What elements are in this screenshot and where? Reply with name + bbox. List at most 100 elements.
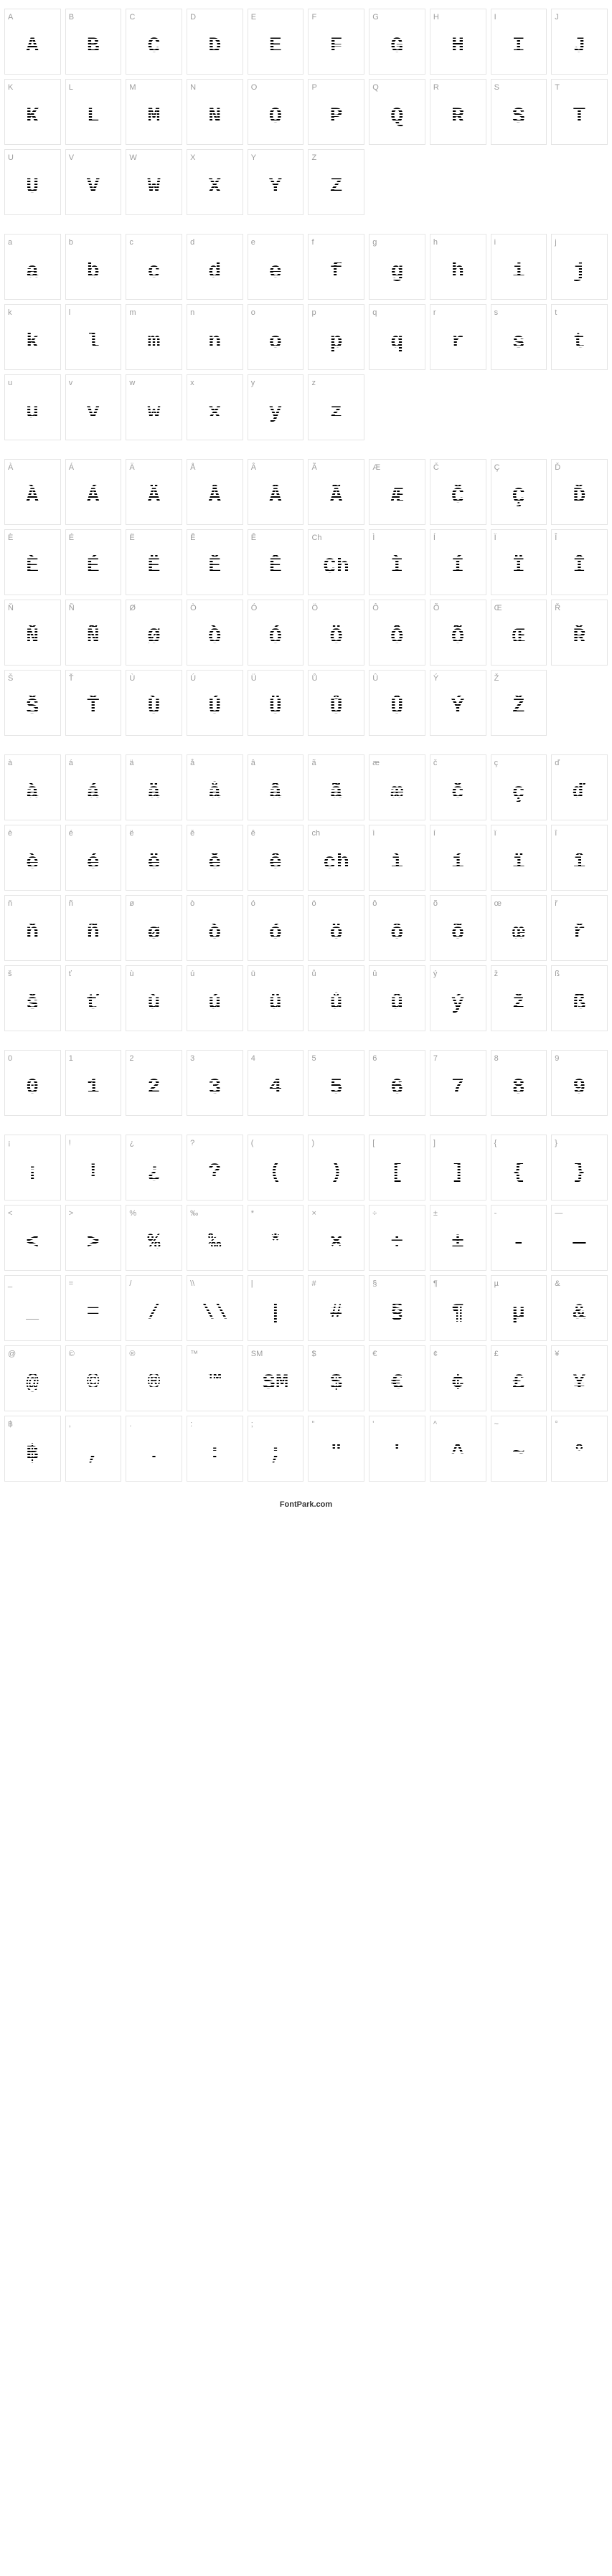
glyph-cell[interactable]: VV [65, 149, 122, 215]
glyph-cell[interactable]: 22 [126, 1050, 182, 1116]
glyph-cell[interactable]: CC [126, 9, 182, 75]
glyph-cell[interactable]: && [551, 1275, 608, 1341]
glyph-cell[interactable]: MM [126, 79, 182, 145]
glyph-cell[interactable]: 44 [248, 1050, 304, 1116]
glyph-cell[interactable]: žž [491, 965, 547, 1031]
glyph-cell[interactable]: vv [65, 374, 122, 440]
glyph-cell[interactable]: chch [308, 825, 364, 891]
glyph-cell[interactable]: QQ [369, 79, 425, 145]
glyph-cell[interactable]: FF [308, 9, 364, 75]
glyph-cell[interactable]: ¥¥ [551, 1345, 608, 1411]
glyph-cell[interactable]: uu [4, 374, 61, 440]
glyph-cell[interactable]: zz [308, 374, 364, 440]
glyph-cell[interactable]: ùù [126, 965, 182, 1031]
glyph-cell[interactable]: 00 [4, 1050, 61, 1116]
glyph-cell[interactable]: ‰‰ [187, 1205, 243, 1271]
glyph-cell[interactable]: ëë [126, 825, 182, 891]
glyph-cell[interactable]: @@ [4, 1345, 61, 1411]
glyph-cell[interactable]: %% [126, 1205, 182, 1271]
glyph-cell[interactable]: // [126, 1275, 182, 1341]
glyph-cell[interactable]: ÊÊ [248, 529, 304, 595]
glyph-cell[interactable]: PP [308, 79, 364, 145]
glyph-cell[interactable]: JJ [551, 9, 608, 75]
glyph-cell[interactable]: ĚĚ [187, 529, 243, 595]
glyph-cell[interactable]: $$ [308, 1345, 364, 1411]
glyph-cell[interactable]: ,, [65, 1416, 122, 1482]
glyph-cell[interactable]: ÃÃ [308, 459, 364, 525]
glyph-cell[interactable]: ?? [187, 1135, 243, 1201]
glyph-cell[interactable]: bb [65, 234, 122, 300]
glyph-cell[interactable]: YY [248, 149, 304, 215]
glyph-cell[interactable]: ŘŘ [551, 600, 608, 666]
glyph-cell[interactable]: ÓÓ [248, 600, 304, 666]
glyph-cell[interactable]: XX [187, 149, 243, 215]
glyph-cell[interactable]: ŽŽ [491, 670, 547, 736]
glyph-cell[interactable]: EE [248, 9, 304, 75]
glyph-cell[interactable]: ßß [551, 965, 608, 1031]
glyph-cell[interactable]: hh [430, 234, 486, 300]
glyph-cell[interactable]: íí [430, 825, 486, 891]
glyph-cell[interactable]: ôô [369, 895, 425, 961]
glyph-cell[interactable]: àà [4, 754, 61, 820]
glyph-cell[interactable]: µµ [491, 1275, 547, 1341]
glyph-cell[interactable]: ŮŮ [308, 670, 364, 736]
glyph-cell[interactable]: ~~ [491, 1416, 547, 1482]
glyph-cell[interactable]: ££ [491, 1345, 547, 1411]
glyph-cell[interactable]: ee [248, 234, 304, 300]
glyph-cell[interactable]: šš [4, 965, 61, 1031]
glyph-cell[interactable]: řř [551, 895, 608, 961]
glyph-cell[interactable]: ÔÔ [369, 600, 425, 666]
glyph-cell[interactable]: tt [551, 304, 608, 370]
glyph-cell[interactable]: nn [187, 304, 243, 370]
glyph-cell[interactable]: __ [4, 1275, 61, 1341]
glyph-cell[interactable]: ll [65, 304, 122, 370]
glyph-cell[interactable]: 66 [369, 1050, 425, 1116]
glyph-cell[interactable]: ÛÛ [369, 670, 425, 736]
glyph-cell[interactable]: ŤŤ [65, 670, 122, 736]
glyph-cell[interactable]: ¶¶ [430, 1275, 486, 1341]
glyph-cell[interactable]: || [248, 1275, 304, 1341]
glyph-cell[interactable]: NN [187, 79, 243, 145]
glyph-cell[interactable]: 77 [430, 1050, 486, 1116]
glyph-cell[interactable]: °° [551, 1416, 608, 1482]
glyph-cell[interactable]: ÝÝ [430, 670, 486, 736]
glyph-cell[interactable]: OO [248, 79, 304, 145]
glyph-cell[interactable]: xx [187, 374, 243, 440]
glyph-cell[interactable]: 88 [491, 1050, 547, 1116]
glyph-cell[interactable]: SS [491, 79, 547, 145]
glyph-cell[interactable]: RR [430, 79, 486, 145]
glyph-cell[interactable]: ěě [187, 825, 243, 891]
glyph-cell[interactable]: ãã [308, 754, 364, 820]
glyph-cell[interactable]: ff [308, 234, 364, 300]
glyph-cell[interactable]: èè [4, 825, 61, 891]
glyph-cell[interactable]: WW [126, 149, 182, 215]
glyph-cell[interactable]: êê [248, 825, 304, 891]
glyph-cell[interactable]: HH [430, 9, 486, 75]
glyph-cell[interactable]: kk [4, 304, 61, 370]
glyph-cell[interactable]: ÅÅ [187, 459, 243, 525]
glyph-cell[interactable]: cc [126, 234, 182, 300]
glyph-cell[interactable]: ÍÍ [430, 529, 486, 595]
glyph-cell[interactable]: SMSM [248, 1345, 304, 1411]
glyph-cell[interactable]: §§ [369, 1275, 425, 1341]
glyph-cell[interactable]: ww [126, 374, 182, 440]
glyph-cell[interactable]: öö [308, 895, 364, 961]
glyph-cell[interactable]: ŠŠ [4, 670, 61, 736]
glyph-cell[interactable]: ůů [308, 965, 364, 1031]
glyph-cell[interactable]: ¡¡ [4, 1135, 61, 1201]
glyph-cell[interactable]: ®® [126, 1345, 182, 1411]
glyph-cell[interactable]: ÄÄ [126, 459, 182, 525]
glyph-cell[interactable]: == [65, 1275, 122, 1341]
glyph-cell[interactable]: óó [248, 895, 304, 961]
glyph-cell[interactable]: ÚÚ [187, 670, 243, 736]
glyph-cell[interactable]: .. [126, 1416, 182, 1482]
glyph-cell[interactable]: ÏÏ [491, 529, 547, 595]
glyph-cell[interactable]: GG [369, 9, 425, 75]
glyph-cell[interactable]: ÁÁ [65, 459, 122, 525]
glyph-cell[interactable]: ÉÉ [65, 529, 122, 595]
glyph-cell[interactable]: ïï [491, 825, 547, 891]
glyph-cell[interactable]: éé [65, 825, 122, 891]
glyph-cell[interactable]: ññ [65, 895, 122, 961]
glyph-cell[interactable]: ss [491, 304, 547, 370]
glyph-cell[interactable]: ÷÷ [369, 1205, 425, 1271]
